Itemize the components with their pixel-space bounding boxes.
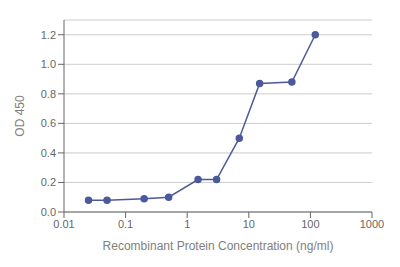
svg-text:0.2: 0.2 <box>41 176 56 188</box>
svg-text:0.0: 0.0 <box>41 206 56 218</box>
svg-text:10: 10 <box>243 218 255 230</box>
svg-text:0.8: 0.8 <box>41 88 56 100</box>
svg-text:1.2: 1.2 <box>41 29 56 41</box>
svg-text:1.0: 1.0 <box>41 58 56 70</box>
svg-text:0.6: 0.6 <box>41 117 56 129</box>
svg-text:1: 1 <box>184 218 190 230</box>
svg-text:0.1: 0.1 <box>118 218 133 230</box>
svg-text:100: 100 <box>301 218 319 230</box>
svg-text:0.01: 0.01 <box>53 218 74 230</box>
svg-text:0.4: 0.4 <box>41 147 56 159</box>
svg-text:1000: 1000 <box>360 218 384 230</box>
svg-text:Recombinant Protein Concentrat: Recombinant Protein Concentration (ng/ml… <box>103 239 334 253</box>
svg-text:OD 450: OD 450 <box>13 95 27 137</box>
